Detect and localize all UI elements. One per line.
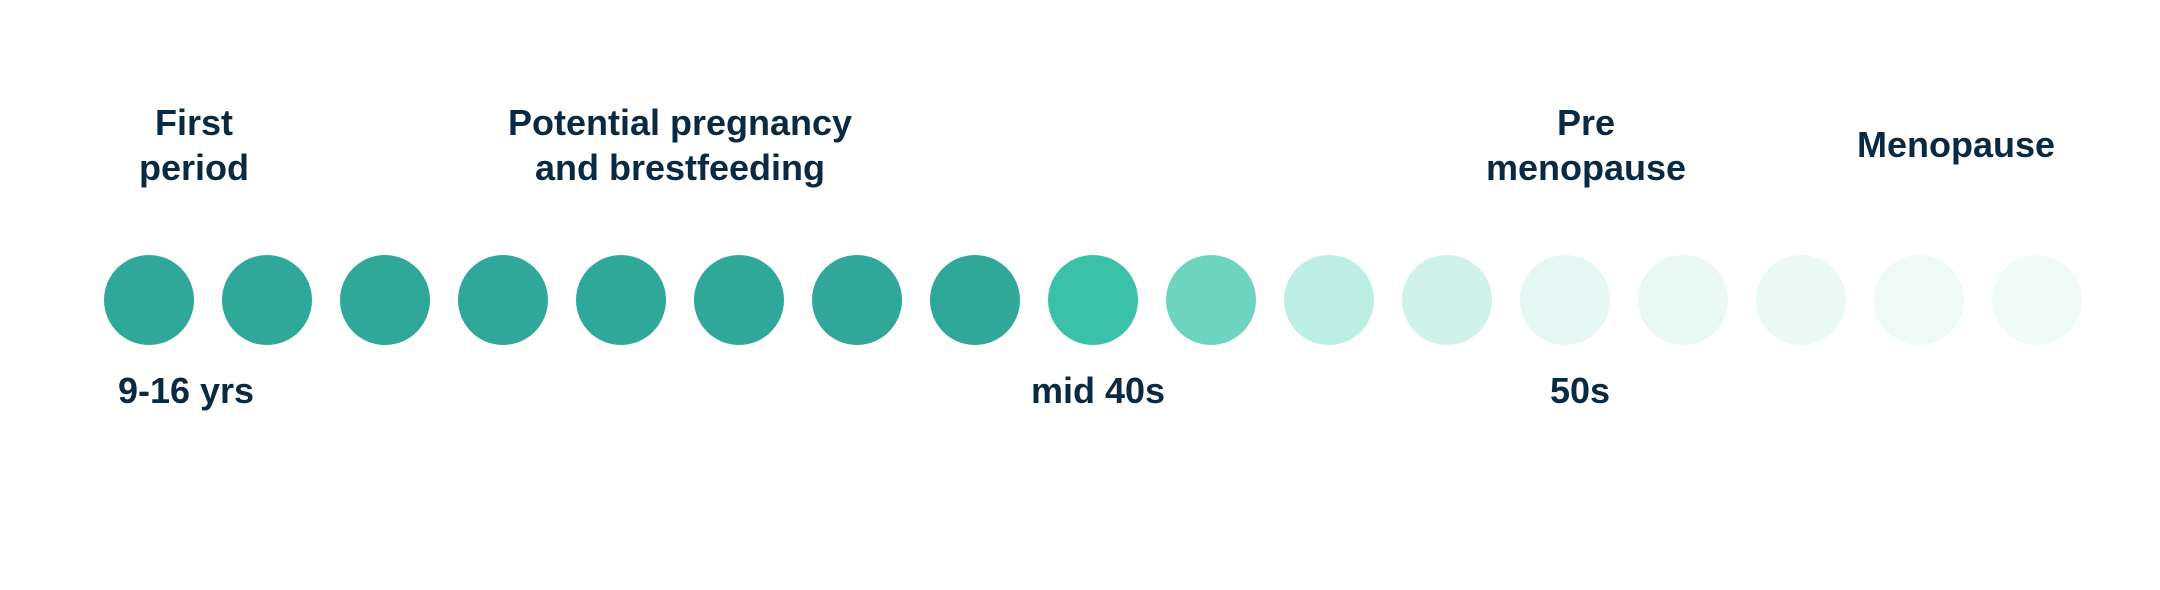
stage-label: Menopause: [1796, 122, 2116, 167]
timeline-dot: [458, 255, 548, 345]
timeline-dot: [1048, 255, 1138, 345]
timeline-dot: [1874, 255, 1964, 345]
timeline-dot: [812, 255, 902, 345]
timeline-dot: [1284, 255, 1374, 345]
timeline-dot: [1166, 255, 1256, 345]
stage-label: First period: [64, 100, 324, 190]
timeline-dot: [1638, 255, 1728, 345]
dot-row: [104, 255, 2082, 345]
stage-label: Pre menopause: [1426, 100, 1746, 190]
timeline-dot: [1402, 255, 1492, 345]
timeline-dot: [930, 255, 1020, 345]
timeline-infographic: First period Potential pregnancy and bres…: [0, 0, 2160, 590]
age-label: mid 40s: [988, 370, 1208, 412]
timeline-dot: [1992, 255, 2082, 345]
timeline-dot: [222, 255, 312, 345]
stage-label: Potential pregnancy and brestfeeding: [420, 100, 940, 190]
timeline-dot: [694, 255, 784, 345]
timeline-dot: [340, 255, 430, 345]
age-label: 9-16 yrs: [76, 370, 296, 412]
timeline-dot: [104, 255, 194, 345]
timeline-dot: [576, 255, 666, 345]
timeline-dot: [1520, 255, 1610, 345]
age-label: 50s: [1500, 370, 1660, 412]
timeline-dot: [1756, 255, 1846, 345]
